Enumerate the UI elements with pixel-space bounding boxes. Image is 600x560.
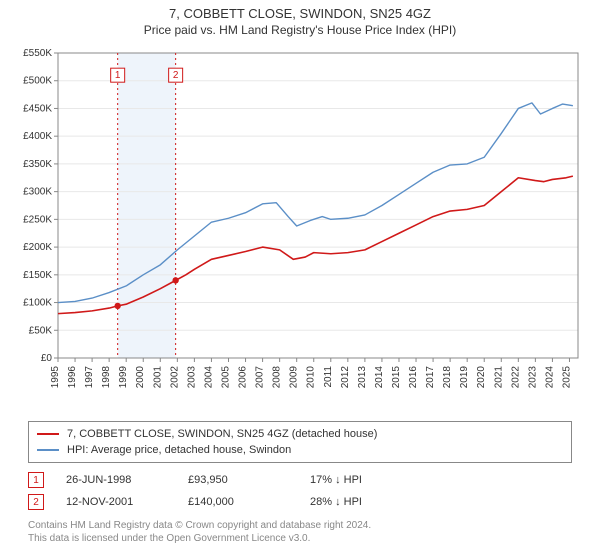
svg-text:£0: £0 bbox=[41, 353, 53, 364]
svg-text:1998: 1998 bbox=[101, 366, 112, 389]
svg-text:£300K: £300K bbox=[23, 187, 52, 198]
legend-swatch bbox=[37, 433, 59, 435]
svg-text:2019: 2019 bbox=[459, 366, 470, 389]
annotation-row: 1 26-JUN-1998 £93,950 17% ↓ HPI bbox=[28, 469, 572, 491]
annotation-date: 12-NOV-2001 bbox=[66, 496, 166, 508]
legend-label: 7, COBBETT CLOSE, SWINDON, SN25 4GZ (det… bbox=[67, 428, 377, 440]
svg-text:£450K: £450K bbox=[23, 103, 52, 114]
annotation-badge: 2 bbox=[28, 494, 44, 510]
svg-text:£500K: £500K bbox=[23, 76, 52, 87]
svg-text:2: 2 bbox=[173, 70, 179, 81]
footnote: Contains HM Land Registry data © Crown c… bbox=[28, 519, 572, 545]
svg-text:1: 1 bbox=[115, 70, 121, 81]
annotation-table: 1 26-JUN-1998 £93,950 17% ↓ HPI 2 12-NOV… bbox=[28, 469, 572, 513]
svg-text:2006: 2006 bbox=[238, 366, 249, 389]
svg-text:2015: 2015 bbox=[391, 366, 402, 389]
svg-text:£50K: £50K bbox=[29, 325, 53, 336]
svg-text:£400K: £400K bbox=[23, 131, 52, 142]
svg-text:2007: 2007 bbox=[255, 366, 266, 389]
svg-text:2024: 2024 bbox=[544, 366, 555, 389]
svg-text:£200K: £200K bbox=[23, 242, 52, 253]
footnote-line: This data is licensed under the Open Gov… bbox=[28, 532, 572, 545]
svg-text:2012: 2012 bbox=[340, 366, 351, 389]
annotation-badge: 1 bbox=[28, 472, 44, 488]
annotation-price: £93,950 bbox=[188, 474, 288, 486]
svg-text:2011: 2011 bbox=[323, 366, 334, 388]
svg-text:2003: 2003 bbox=[186, 366, 197, 389]
svg-text:£550K: £550K bbox=[23, 48, 52, 59]
annotation-delta: 28% ↓ HPI bbox=[310, 496, 410, 508]
svg-text:2020: 2020 bbox=[476, 366, 487, 389]
svg-text:£350K: £350K bbox=[23, 159, 52, 170]
svg-text:£150K: £150K bbox=[23, 270, 52, 281]
svg-text:2010: 2010 bbox=[306, 366, 317, 389]
svg-text:2022: 2022 bbox=[510, 366, 521, 389]
legend-label: HPI: Average price, detached house, Swin… bbox=[67, 444, 291, 456]
annotation-row: 2 12-NOV-2001 £140,000 28% ↓ HPI bbox=[28, 491, 572, 513]
chart-area: £0 £50K £100K £150K £200K £250K £300K £350K £400… bbox=[10, 43, 590, 413]
annotation-delta: 17% ↓ HPI bbox=[310, 474, 410, 486]
svg-text:2023: 2023 bbox=[527, 366, 538, 389]
svg-text:2016: 2016 bbox=[408, 366, 419, 389]
svg-text:2004: 2004 bbox=[203, 366, 214, 389]
svg-text:2008: 2008 bbox=[272, 366, 283, 389]
annotation-date: 26-JUN-1998 bbox=[66, 474, 166, 486]
title-subtitle: Price paid vs. HM Land Registry's House … bbox=[0, 23, 600, 37]
svg-text:2002: 2002 bbox=[169, 366, 180, 389]
svg-text:2017: 2017 bbox=[425, 366, 436, 389]
svg-text:1996: 1996 bbox=[67, 366, 78, 389]
legend-row: 7, COBBETT CLOSE, SWINDON, SN25 4GZ (det… bbox=[37, 426, 563, 442]
svg-text:2013: 2013 bbox=[357, 366, 368, 389]
svg-text:1997: 1997 bbox=[84, 366, 95, 389]
title-address: 7, COBBETT CLOSE, SWINDON, SN25 4GZ bbox=[0, 6, 600, 21]
svg-text:£100K: £100K bbox=[23, 298, 52, 309]
svg-text:2021: 2021 bbox=[493, 366, 504, 389]
legend-row: HPI: Average price, detached house, Swin… bbox=[37, 442, 563, 458]
legend-swatch bbox=[37, 449, 59, 451]
svg-text:2000: 2000 bbox=[135, 366, 146, 389]
footnote-line: Contains HM Land Registry data © Crown c… bbox=[28, 519, 572, 532]
svg-text:2014: 2014 bbox=[374, 366, 385, 389]
legend: 7, COBBETT CLOSE, SWINDON, SN25 4GZ (det… bbox=[28, 421, 572, 463]
svg-text:2005: 2005 bbox=[220, 366, 231, 389]
svg-text:£250K: £250K bbox=[23, 214, 52, 225]
annotation-price: £140,000 bbox=[188, 496, 288, 508]
svg-text:1995: 1995 bbox=[50, 366, 61, 389]
svg-text:2009: 2009 bbox=[289, 366, 300, 389]
chart-titles: 7, COBBETT CLOSE, SWINDON, SN25 4GZ Pric… bbox=[0, 0, 600, 37]
svg-text:1999: 1999 bbox=[118, 366, 129, 389]
svg-text:2018: 2018 bbox=[442, 366, 453, 389]
svg-text:2025: 2025 bbox=[561, 366, 572, 389]
svg-text:2001: 2001 bbox=[152, 366, 163, 389]
line-chart-svg: £0 £50K £100K £150K £200K £250K £300K £350K £400… bbox=[10, 43, 590, 413]
